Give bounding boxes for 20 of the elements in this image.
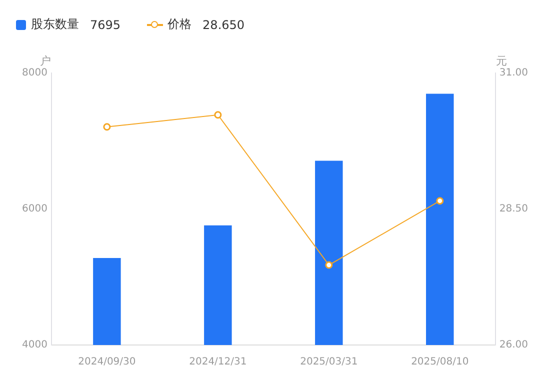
y2-axis-title: 元 <box>496 54 507 68</box>
x-tick-label: 2025/08/10 <box>411 356 469 368</box>
x-tick-label: 2025/03/31 <box>300 356 358 368</box>
point <box>103 123 111 131</box>
x-tick-label: 2024/12/31 <box>189 356 247 368</box>
y2-tick-label: 26.00 <box>499 340 528 351</box>
y2-tick-label: 31.00 <box>499 68 528 79</box>
y-tick-label: 6000 <box>22 204 48 215</box>
point <box>436 197 444 205</box>
x-tick-label: 2024/09/30 <box>78 356 136 368</box>
y2-tick-label: 28.50 <box>499 204 528 215</box>
y-tick-label: 4000 <box>22 340 48 351</box>
text: 28.650 <box>202 18 245 32</box>
legend-label: 价格 <box>168 16 192 33</box>
point <box>214 111 222 119</box>
legend-label: 股东数量 <box>31 16 79 33</box>
y-axis-title: 户 <box>40 54 51 68</box>
text: 7695 <box>90 18 121 32</box>
point <box>325 261 333 269</box>
y-tick-label: 8000 <box>22 68 48 79</box>
